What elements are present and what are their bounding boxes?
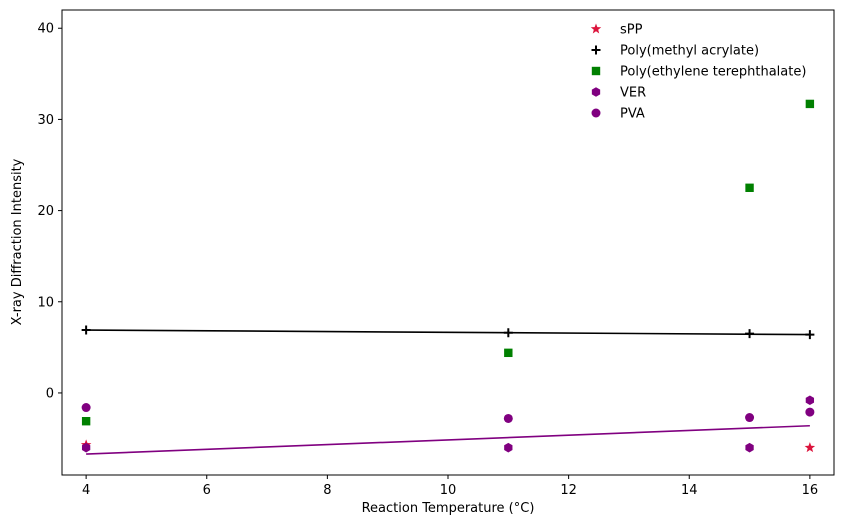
y-axis-label: X-ray Diffraction Intensity [10,158,25,325]
legend-marker-spp [590,23,602,34]
y-tick-label: 10 [37,295,54,310]
y-axis-ticks: 0 10 20 30 40 [37,22,62,401]
legend: sPP Poly(methyl acrylate) Poly(ethylene te… [590,23,806,122]
pva-point-4 [805,407,815,417]
x-tick-label: 6 [203,483,211,498]
spp-point-2 [804,442,816,453]
x-tick-label: 14 [681,483,698,498]
pva-point-2 [503,413,513,423]
fit-line-2 [86,424,810,455]
ver-point-1 [81,442,91,453]
x-tick-label: 12 [560,483,577,498]
x-axis-ticks: 4 6 8 10 12 14 16 [82,475,818,498]
poly-methyl-acrylate-point-4 [805,330,815,340]
legend-marker-ver [591,87,601,97]
legend-label-ver: VER [620,86,646,101]
x-tick-label: 4 [82,483,90,498]
poly-methyl-acrylate-point-1 [81,325,91,335]
fit-lines [86,329,810,455]
legend-label-poly-methyl-acrylate: Poly(methyl acrylate) [620,44,759,59]
x-axis-label: Reaction Temperature (°C) [362,501,535,516]
poly-ethylene-terephthalate-point-2 [504,348,513,358]
x-tick-label: 10 [440,483,457,498]
y-tick-label: 20 [37,204,54,219]
legend-marker-pva [591,108,601,118]
legend-label-poly-ethylene-terephthalate: Poly(ethylene terephthalate) [620,65,806,80]
poly-ethylene-terephthalate-point-4 [805,99,815,109]
poly-ethylene-terephthalate-point-3 [745,183,754,192]
legend-marker-poly-ethylene-terephthalate [591,66,601,76]
y-tick-label: 40 [37,22,54,37]
x-tick-label: 16 [802,483,819,498]
plot-frame [61,9,835,476]
poly-methyl-acrylate-point-3 [745,329,755,339]
pva-point-1 [81,403,91,413]
poly-ethylene-terephthalate-point-1 [81,417,91,426]
legend-label-spp: sPP [620,23,643,38]
y-tick-label: 30 [37,113,54,128]
pva-point-3 [745,413,755,423]
ver-point-4 [805,395,815,406]
poly-methyl-acrylate-point-2 [503,328,513,338]
x-tick-label: 8 [323,483,331,498]
ver-point-2 [504,442,513,453]
legend-marker-poly-methyl-acrylate [591,45,601,55]
ver-point-3 [745,442,754,453]
data-points [80,99,816,453]
fit-line-1 [86,329,810,336]
y-tick-label: 0 [46,386,54,401]
legend-label-pva: PVA [620,107,645,122]
